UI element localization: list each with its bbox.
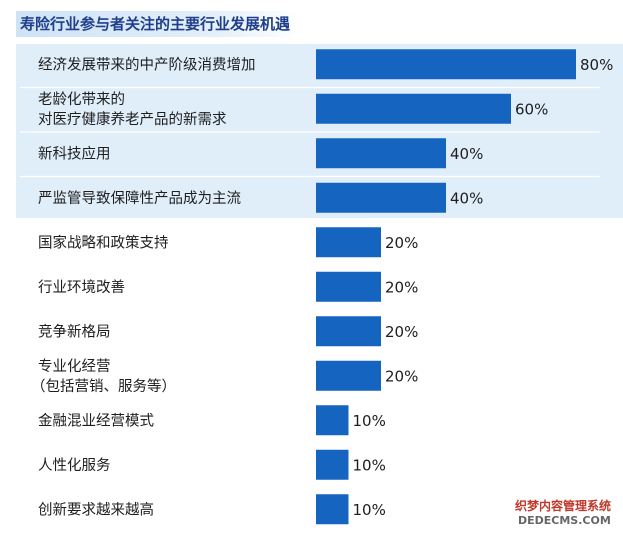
watermark-line-1: 织梦内容管理系统 xyxy=(515,498,611,513)
watermark-background xyxy=(510,497,622,527)
category-label-9: 金融混业经营模式 xyxy=(38,412,154,429)
category-label-10: 人性化服务 xyxy=(38,457,111,474)
category-label-2-line-1: 老龄化带来的 xyxy=(38,91,125,108)
bar-7 xyxy=(316,316,381,347)
value-label-1: 80% xyxy=(580,56,613,74)
value-label-3: 40% xyxy=(450,145,483,163)
category-label-4: 严监管导致保障性产品成为主流 xyxy=(38,189,241,207)
chart-title: 寿险行业参与者关注的主要行业发展机遇 xyxy=(16,11,299,37)
bar-2 xyxy=(316,93,511,124)
value-label-7: 20% xyxy=(385,323,418,341)
bars-group xyxy=(316,49,576,525)
watermark: 织梦内容管理系统 DEDECMS.COM xyxy=(510,497,622,527)
category-label-7: 竞争新格局 xyxy=(38,322,111,340)
category-labels-group: 经济发展带来的中产阶级消费增加老龄化带来的对医疗健康养老产品的新需求新科技应用严… xyxy=(31,56,256,518)
value-label-6: 20% xyxy=(385,278,418,296)
category-label-11: 创新要求越来越高 xyxy=(38,501,154,518)
bar-11 xyxy=(316,494,349,525)
category-label-2-line-2: 对医疗健康养老产品的新需求 xyxy=(38,111,227,128)
bar-10 xyxy=(316,449,349,480)
category-label-8-line-2: （包括营销、服务等） xyxy=(31,377,176,395)
value-label-5: 20% xyxy=(385,234,418,252)
bar-6 xyxy=(316,271,381,302)
value-label-10: 10% xyxy=(353,456,386,474)
value-label-11: 10% xyxy=(353,501,386,519)
value-label-2: 60% xyxy=(515,100,548,118)
bar-9 xyxy=(316,405,349,436)
bar-1 xyxy=(316,49,576,80)
category-label-5: 国家战略和政策支持 xyxy=(38,234,169,251)
bar-3 xyxy=(316,138,446,169)
value-labels-group: 80% 60% 40% 40% 20% 20% 20% 20% 10% 10% 10% xyxy=(353,56,614,519)
value-label-9: 10% xyxy=(353,412,386,430)
value-label-4: 40% xyxy=(450,189,483,207)
category-label-3: 新科技应用 xyxy=(38,144,111,162)
bar-8 xyxy=(316,360,381,391)
value-label-8: 20% xyxy=(385,367,418,385)
category-label-8-line-1: 专业化经营 xyxy=(38,358,111,375)
watermark-line-2: DEDECMS.COM xyxy=(518,514,611,527)
bar-5 xyxy=(316,227,381,258)
category-label-6: 行业环境改善 xyxy=(38,278,125,296)
category-label-1: 经济发展带来的中产阶级消费增加 xyxy=(38,56,256,73)
bar-4 xyxy=(316,182,446,213)
